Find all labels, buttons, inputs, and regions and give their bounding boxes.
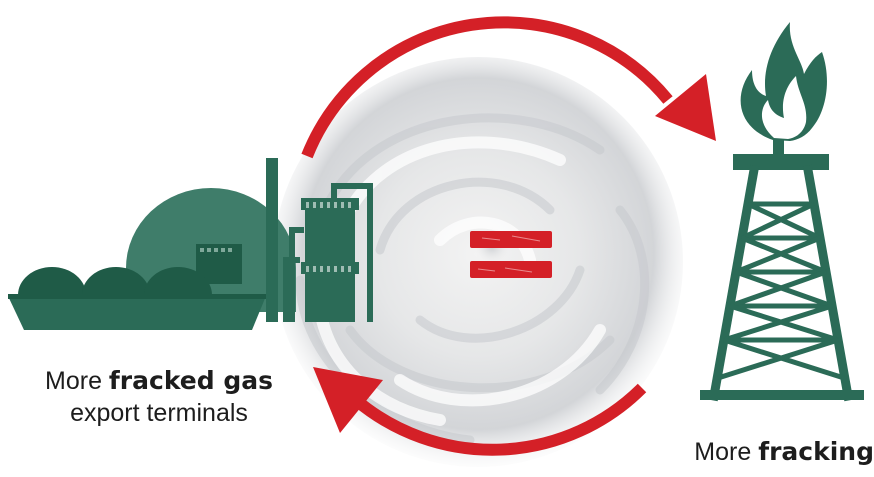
lng-terminal-icon (8, 158, 373, 330)
caption-left-line1: More fracked gas (18, 365, 300, 397)
caption-left-prefix: More (45, 367, 109, 395)
caption-left-bold: fracked gas (108, 366, 273, 395)
fracking-derrick-icon (700, 22, 864, 402)
caption-fracking: More fracking (662, 436, 874, 468)
cycle-arrow-bottom (313, 367, 647, 456)
equals-sign-icon (470, 231, 552, 278)
cycle-arrow-top (301, 16, 716, 159)
caption-left-line2: export terminals (70, 399, 248, 427)
caption-right-prefix: More (694, 438, 759, 466)
caption-right-bold: fracking (758, 437, 874, 466)
caption-export-terminals: More fracked gas export terminals (18, 365, 300, 429)
